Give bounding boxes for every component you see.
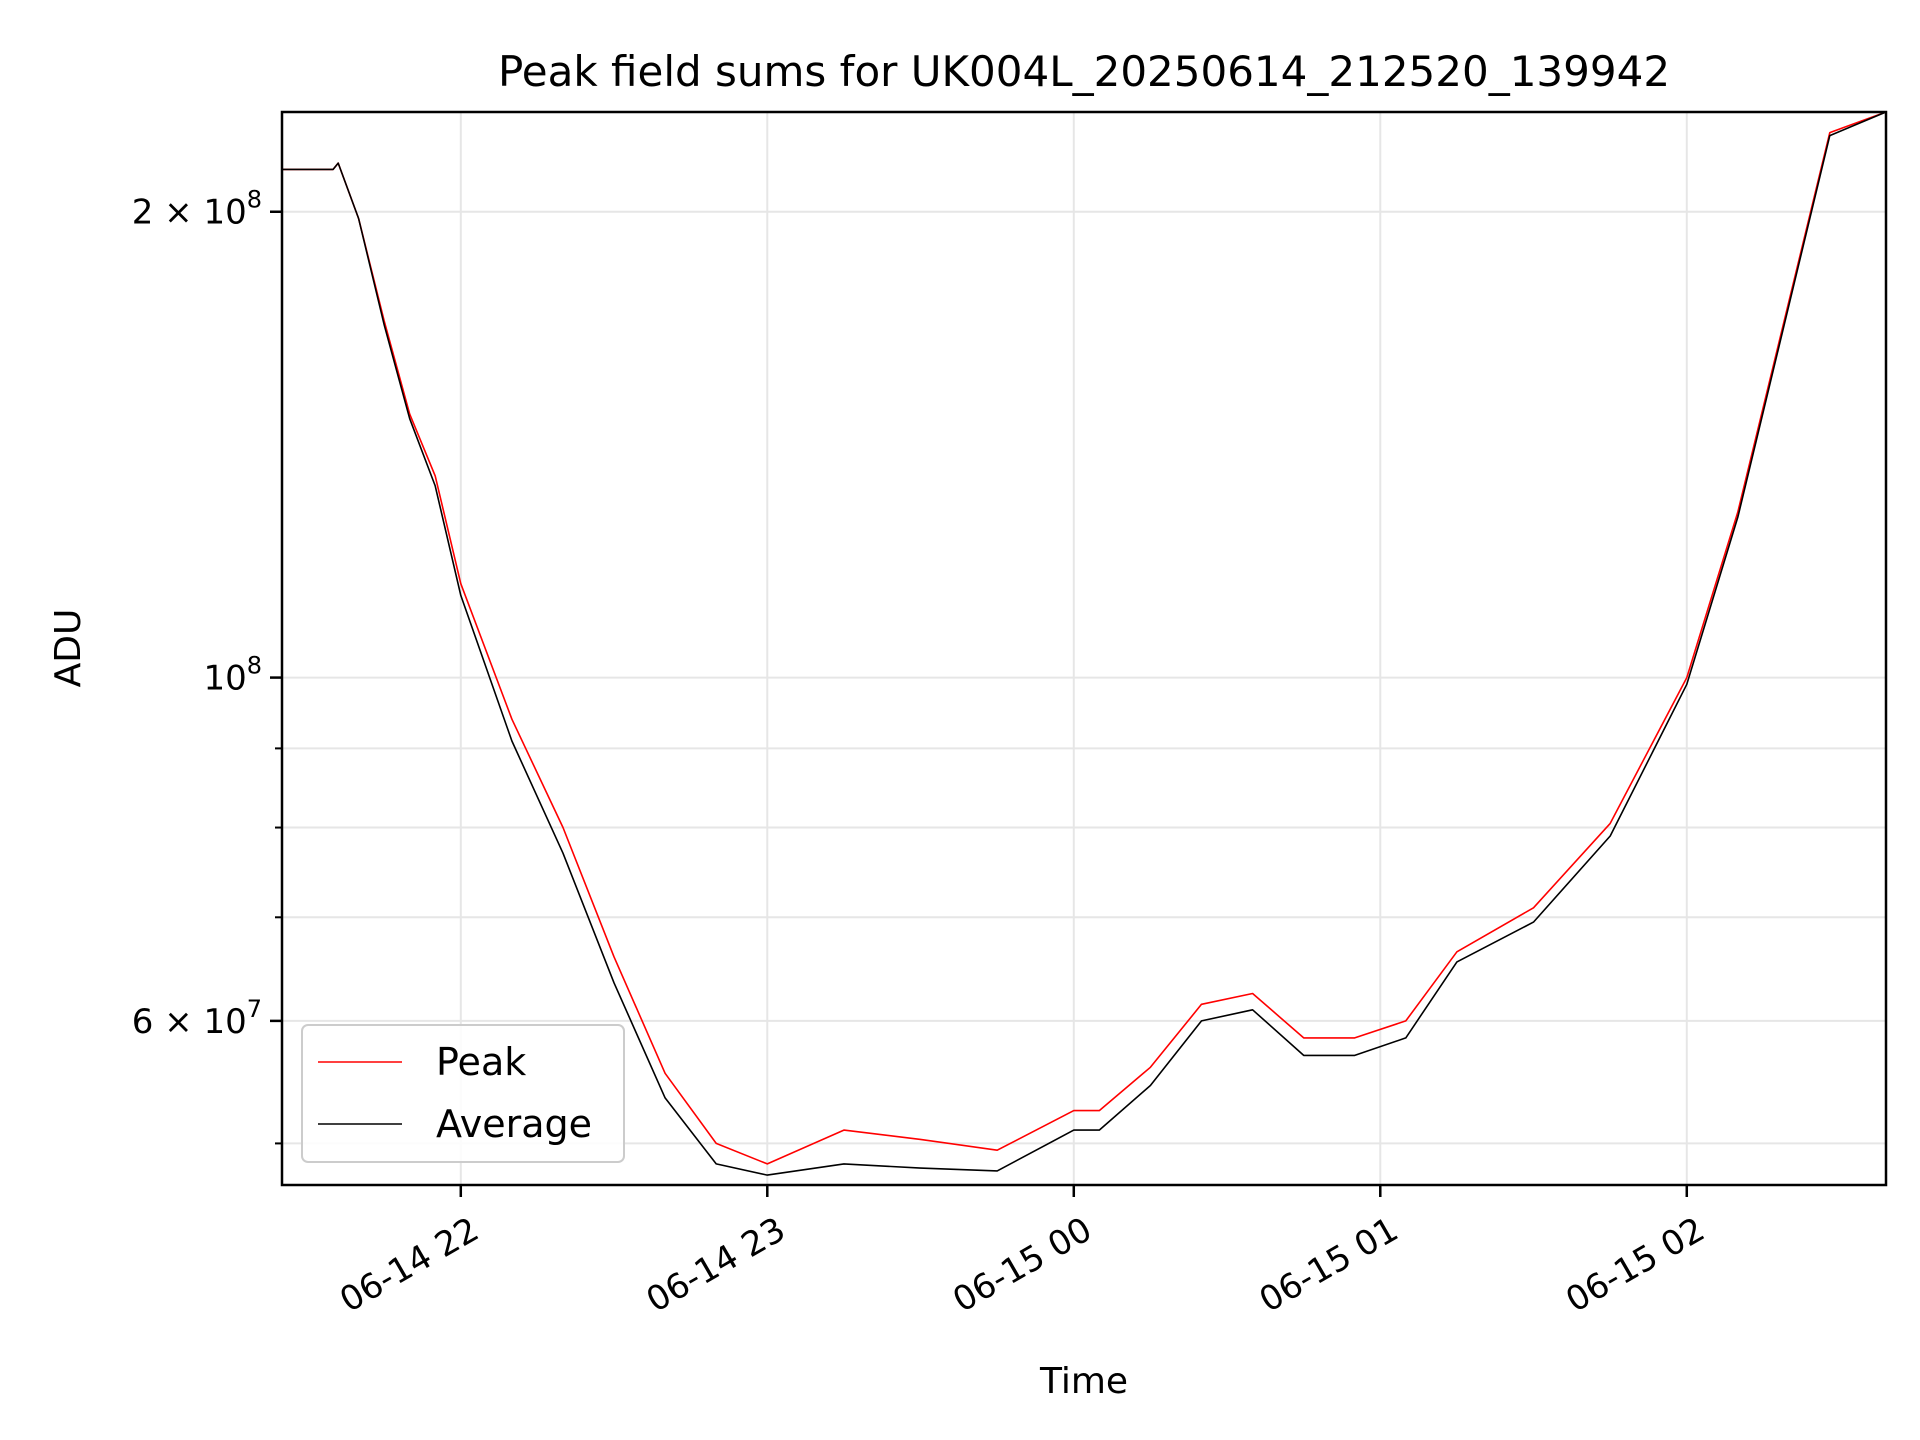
series-line-average bbox=[282, 112, 1886, 1176]
x-tick-label: 06-15 00 bbox=[946, 1210, 1098, 1321]
chart-title: Peak field sums for UK004L_20250614_2125… bbox=[498, 47, 1670, 96]
legend-label: Average bbox=[436, 1102, 592, 1146]
series-layer bbox=[282, 112, 1886, 1176]
y-tick-label: 108 bbox=[203, 652, 262, 699]
x-tick-label: 06-14 22 bbox=[333, 1210, 485, 1321]
plot-frame bbox=[280, 110, 1888, 1187]
x-tick-label: 06-15 01 bbox=[1253, 1210, 1405, 1321]
series-line-peak bbox=[282, 112, 1886, 1165]
y-axis-label: ADU bbox=[48, 609, 89, 688]
legend-frame bbox=[301, 1024, 625, 1163]
legend: Peak Average bbox=[301, 1024, 625, 1163]
y-tick-label: 6 × 107 bbox=[132, 995, 262, 1042]
x-axis-label: Time bbox=[1039, 1361, 1128, 1402]
legend-label: Peak bbox=[436, 1040, 526, 1084]
x-tick-label: 06-14 23 bbox=[640, 1210, 792, 1321]
y-tick-label: 2 × 108 bbox=[132, 186, 262, 233]
x-tick-label: 06-15 02 bbox=[1559, 1210, 1711, 1321]
